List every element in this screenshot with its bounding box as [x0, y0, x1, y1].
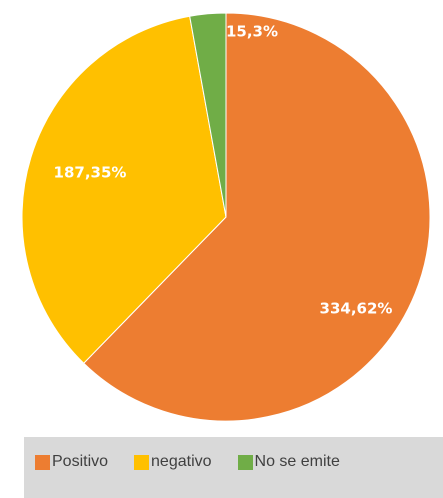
- legend-item-no-se-emite: No se emite: [237, 453, 340, 471]
- legend: Positivo negativo No se emite: [24, 437, 443, 498]
- legend-swatch-no-se-emite: [237, 454, 253, 470]
- legend-item-positivo: Positivo: [35, 453, 108, 471]
- data-label-positivo: 334,62%: [320, 300, 393, 318]
- pie-chart: 334,62% 187,35% 15,3%: [21, 12, 431, 422]
- data-label-negativo: 187,35%: [54, 164, 127, 182]
- legend-swatch-positivo: [35, 454, 50, 470]
- legend-swatch-negativo: [134, 454, 150, 470]
- pie-slice-positivo: [83, 12, 431, 422]
- pie-slice-no-se-emite: [189, 12, 227, 218]
- legend-label-no-se-emite: No se emite: [254, 453, 340, 470]
- data-label-no-se-emite: 15,3%: [226, 23, 278, 41]
- pie-slice-negativo: [21, 15, 227, 364]
- legend-label-negativo: negativo: [151, 453, 212, 470]
- legend-item-negativo: negativo: [134, 453, 212, 471]
- legend-label-positivo: Positivo: [52, 453, 109, 470]
